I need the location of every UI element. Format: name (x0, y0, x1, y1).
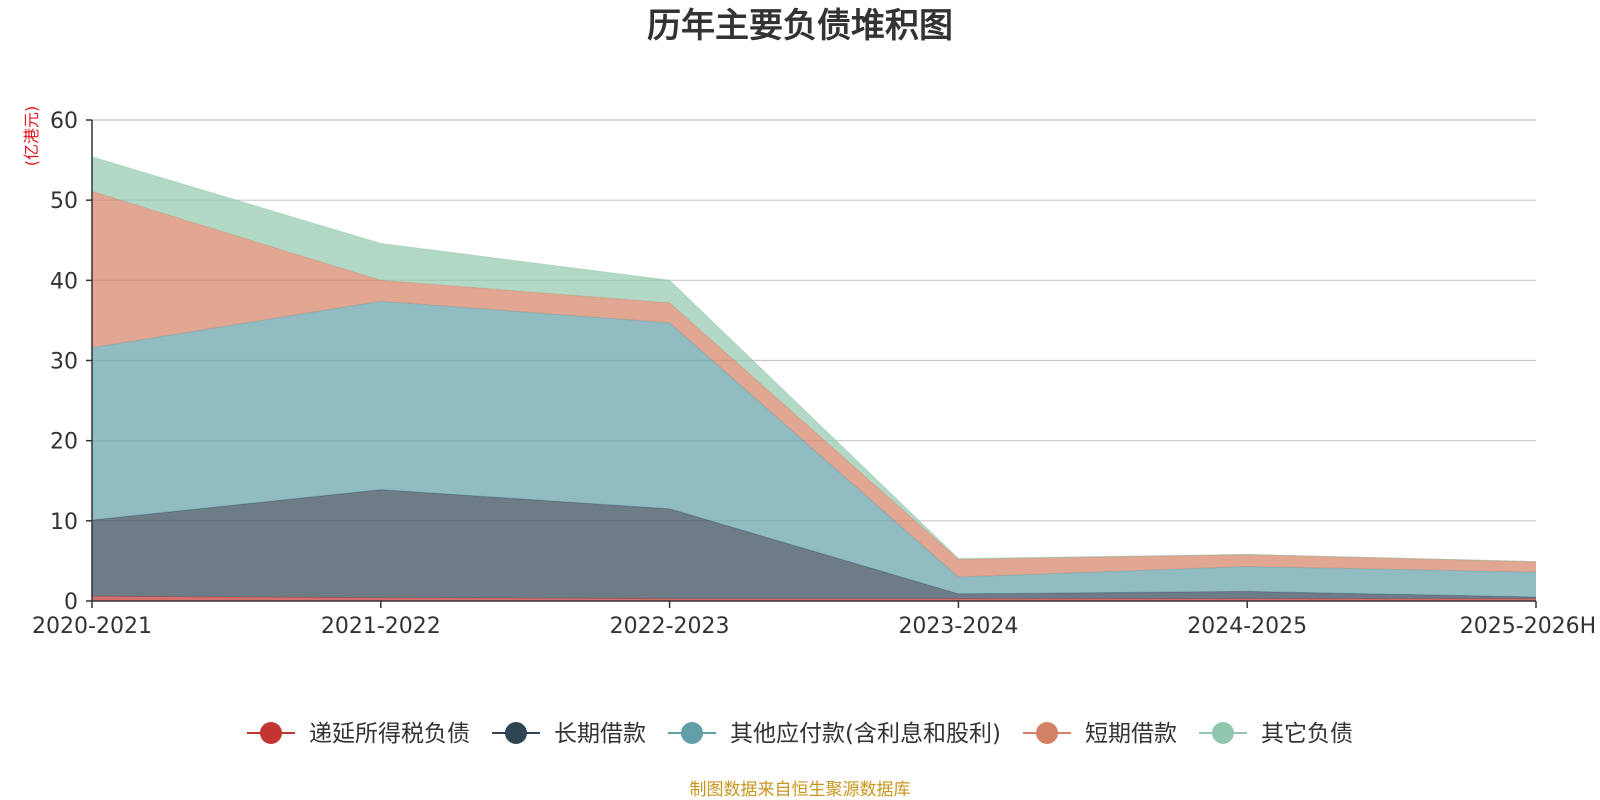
y-tick-label: 30 (50, 350, 78, 375)
legend-dot-icon (260, 722, 282, 744)
y-tick-label: 60 (50, 109, 78, 134)
x-axis-ticks: 2020-2021 2021-2022 2022-2023 2023-2024 2024… (32, 601, 1596, 639)
y-tick-label: 50 (50, 189, 78, 214)
legend-item-3[interactable]: 短期借款 (1023, 721, 1177, 747)
legend: 递延所得税负债 长期借款 其他应付款(含利息和股利) 短期借款 其它负债 (247, 721, 1353, 747)
x-tick-label: 2023-2024 (898, 614, 1018, 639)
y-axis-unit-label: (亿港元) (22, 106, 41, 167)
x-tick-label: 2022-2023 (610, 614, 730, 639)
legend-label: 短期借款 (1085, 721, 1177, 747)
area-series (91, 156, 1537, 601)
legend-dot-icon (1036, 722, 1058, 744)
legend-item-1[interactable]: 长期借款 (492, 721, 646, 747)
legend-item-2[interactable]: 其他应付款(含利息和股利) (668, 721, 1001, 747)
legend-item-0[interactable]: 递延所得税负债 (247, 721, 470, 747)
y-tick-label: 40 (50, 269, 78, 294)
legend-dot-icon (1212, 722, 1234, 744)
area-series-line-4 (91, 156, 1537, 563)
x-tick-label: 2020-2021 (32, 614, 152, 639)
area-series-1 (92, 489, 1536, 599)
legend-label: 长期借款 (554, 721, 646, 747)
legend-label: 其他应付款(含利息和股利) (730, 721, 1001, 747)
legend-label: 其它负债 (1261, 721, 1353, 747)
y-tick-label: 0 (64, 590, 78, 615)
legend-label: 递延所得税负债 (309, 721, 470, 747)
area-series-4 (92, 156, 1536, 562)
legend-dot-icon (681, 722, 703, 744)
source-note: 制图数据来自恒生聚源数据库 (690, 780, 911, 800)
x-tick-label: 2025-2026H (1460, 614, 1596, 639)
x-tick-label: 2024-2025 (1187, 614, 1307, 639)
y-tick-label: 10 (50, 510, 78, 535)
area-series-3 (92, 191, 1536, 578)
legend-item-4[interactable]: 其它负债 (1199, 721, 1353, 747)
area-series-2 (92, 301, 1536, 597)
legend-dot-icon (505, 722, 527, 744)
x-tick-label: 2021-2022 (321, 614, 441, 639)
y-tick-label: 20 (50, 430, 78, 455)
chart-title: 历年主要负债堆积图 (647, 6, 953, 46)
y-axis-ticks: 0 10 20 30 40 50 60 (50, 109, 92, 615)
